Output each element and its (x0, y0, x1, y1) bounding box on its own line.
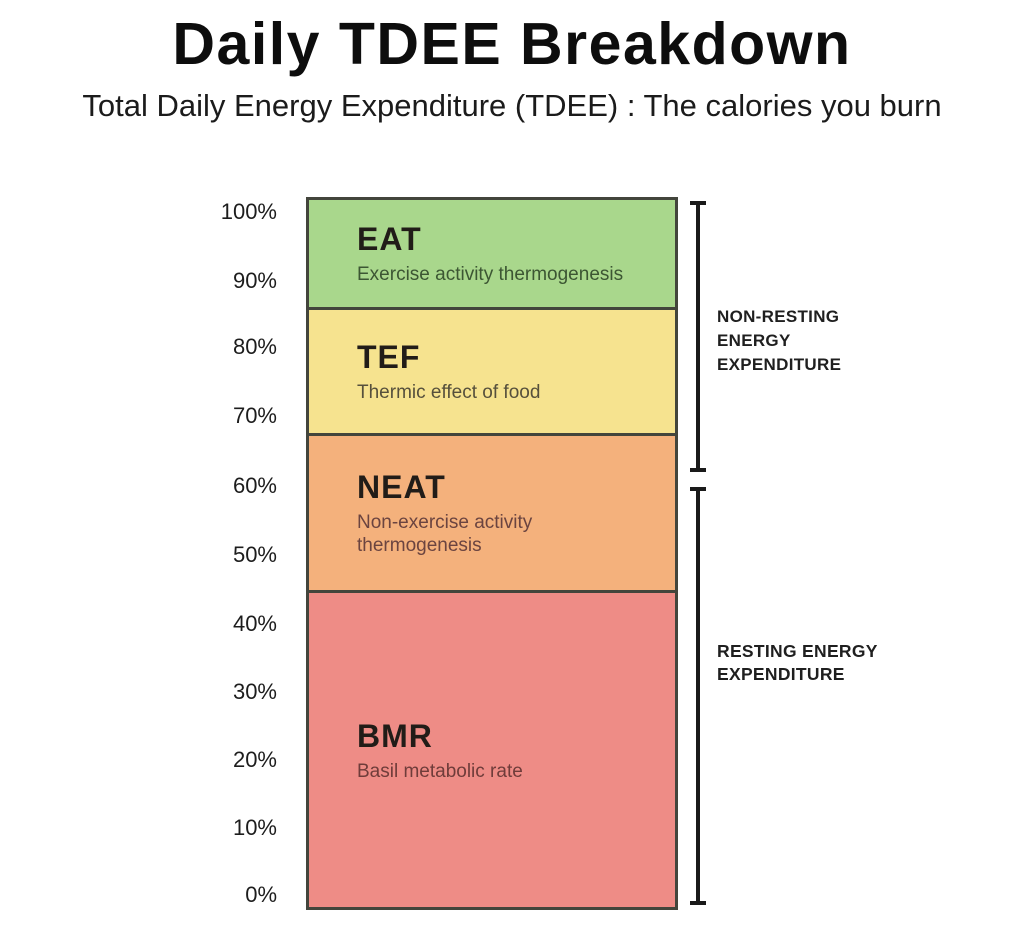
non-resting-energy-expenditure-label: NON-RESTING ENERGY EXPENDITURE (717, 307, 842, 374)
y-tick-40: 40% (232, 611, 277, 636)
bracket-line (696, 201, 700, 472)
bracket-bottom-cap (690, 901, 706, 905)
segment-bmr-abbr: BMR (357, 717, 433, 754)
y-tick-10: 10% (232, 815, 277, 840)
segment-eat-description: Exercise activity thermogenesis (357, 263, 624, 285)
y-tick-80: 80% (232, 334, 277, 359)
resting-energy-expenditure-label: RESTING ENERGY EXPENDITURE (717, 641, 878, 684)
segment-tef: TEF Thermic effect of food (309, 306, 675, 433)
y-tick-0: 0% (245, 882, 277, 907)
segment-eat: EAT Exercise activity thermogenesis (309, 200, 675, 307)
y-tick-60: 60% (232, 473, 277, 498)
segment-neat-description: Non-exercise activity thermogenesis (357, 511, 533, 556)
bracket-bottom-cap (690, 468, 706, 472)
segment-neat-abbr: NEAT (357, 468, 446, 505)
y-tick-20: 20% (232, 747, 277, 772)
y-tick-30: 30% (232, 679, 277, 704)
page-title: Daily TDEE Breakdown (172, 11, 852, 77)
y-tick-70: 70% (232, 403, 277, 428)
resting-range-bracket (690, 487, 706, 905)
segment-tef-abbr: TEF (357, 338, 421, 375)
segment-bmr: BMR Basil metabolic rate (309, 590, 675, 907)
segment-tef-description: Thermic effect of food (357, 381, 541, 403)
y-tick-90: 90% (232, 268, 277, 293)
stacked-bar: EAT Exercise activity thermogenesis TEF … (306, 197, 678, 910)
y-tick-100: 100% (220, 199, 277, 224)
bracket-line (696, 487, 700, 905)
non-resting-range-bracket (690, 201, 706, 472)
segment-bmr-description: Basil metabolic rate (357, 760, 523, 782)
segment-neat: NEAT Non-exercise activity thermogenesis (309, 432, 675, 590)
page-subtitle: Total Daily Energy Expenditure (TDEE) : … (82, 88, 942, 123)
y-tick-50: 50% (232, 542, 277, 567)
segment-eat-abbr: EAT (357, 220, 422, 257)
